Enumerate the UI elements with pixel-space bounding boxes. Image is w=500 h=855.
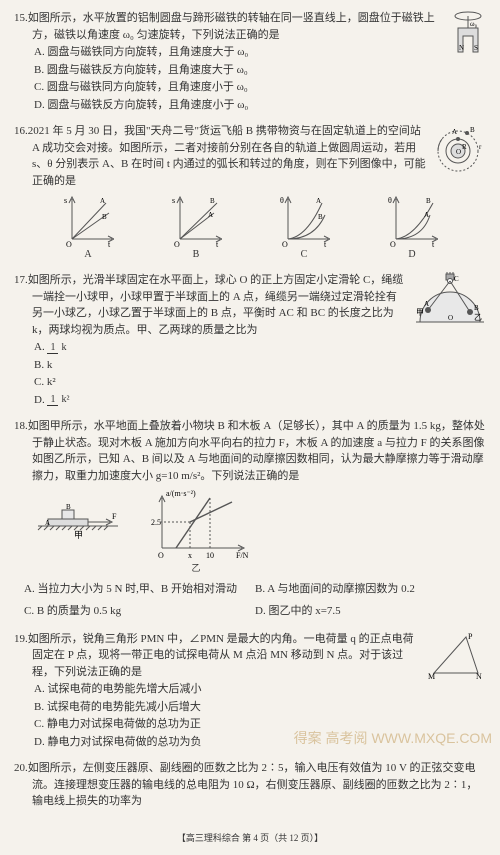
q18-option-b: B. A 与地面间的动摩擦因数为 0.2 — [255, 581, 486, 598]
svg-text:C: C — [454, 275, 459, 283]
q18-option-a: A. 当拉力大小为 5 N 时,甲、B 开始相对滑动 — [24, 581, 255, 598]
q17-num: 17. — [14, 274, 28, 286]
svg-text:O: O — [158, 551, 164, 560]
svg-text:θ: θ — [388, 196, 392, 205]
q16-text: 2021 年 5 月 30 日，我国"天舟二号"货运飞船 B 携带物资与在固定轨… — [28, 125, 426, 187]
svg-text:A: A — [316, 197, 321, 205]
watermark-stamp: 得案 高考阅 WWW.MXQE.COM — [294, 728, 492, 749]
svg-text:P: P — [468, 632, 473, 641]
q19-num: 19. — [14, 633, 28, 645]
q19-option-a: A. 试探电荷的电势能先增大后减小 — [34, 681, 486, 698]
svg-text:O: O — [174, 240, 180, 247]
svg-text:O: O — [282, 240, 288, 247]
q18-text: 如图甲所示，水平地面上叠放着小物块 B 和木板 A（足够长），其中 A 的质量为… — [28, 420, 485, 482]
q17-option-a: A. 1k — [34, 339, 486, 356]
svg-text:B: B — [470, 126, 475, 134]
svg-text:乙: 乙 — [474, 313, 482, 322]
svg-text:10: 10 — [206, 551, 214, 560]
omega-label: ω₀ — [470, 20, 478, 28]
svg-text:r: r — [479, 143, 482, 151]
question-17: O C A B 甲 乙 17.如图所示，光滑半球固定在水平面上，球心 O 的正上… — [14, 272, 486, 408]
q17-option-c: C. k² — [34, 374, 486, 391]
svg-text:x: x — [188, 551, 192, 560]
q17-text: 如图所示，光滑半球固定在水平面上，球心 O 的正上方固定小定滑轮 C，绳缆一端拴… — [28, 274, 404, 336]
svg-text:F: F — [112, 512, 117, 521]
q20-text: 如图所示，左侧变压器原、副线圈的匝数之比为 2∶5，输入电压有效值为 10 V … — [28, 762, 478, 807]
question-15: N S ω₀ 15.如图所示，水平放置的铝制圆盘与蹄形磁铁的转轴在同一竖直线上，… — [14, 10, 486, 113]
svg-text:A: A — [424, 211, 429, 219]
svg-text:A: A — [424, 300, 429, 308]
question-16: O A B R r 16.2021 年 5 月 30 日，我国"天舟二号"货运飞… — [14, 123, 486, 262]
q19-text: 如图所示，锐角三角形 PMN 中，∠PMN 是最大的内角。一电荷量 q 的正点电… — [28, 633, 414, 678]
pole-s-label: S — [474, 44, 478, 52]
q15-option-b: B. 圆盘与磁铁反方向旋转，且角速度大于 ω₀ — [34, 62, 486, 79]
q15-option-c: C. 圆盘与磁铁同方向旋转，且角速度小于 ω₀ — [34, 79, 486, 96]
svg-text:A: A — [208, 211, 213, 219]
q19-triangle-figure: P M N — [426, 631, 486, 681]
svg-text:F/N: F/N — [236, 551, 249, 560]
svg-text:A: A — [100, 197, 105, 205]
question-20: 20.如图所示，左侧变压器原、副线圈的匝数之比为 2∶5，输入电压有效值为 10… — [14, 760, 486, 810]
svg-text:O: O — [448, 314, 453, 322]
pole-n-label: N — [459, 44, 464, 52]
svg-text:B: B — [426, 197, 431, 205]
svg-text:R: R — [462, 143, 467, 151]
svg-text:O: O — [66, 240, 72, 247]
svg-text:s: s — [172, 196, 175, 205]
q19-option-b: B. 试探电荷的电势能先减小后增大 — [34, 699, 486, 716]
q16-chart-c: A B θ t O C — [278, 195, 330, 262]
svg-text:B: B — [318, 213, 323, 221]
page-footer: 【高三理科综合 第 4 页（共 12 页）】 — [14, 826, 486, 846]
q16-chart-b: A B s t O B — [170, 195, 222, 262]
svg-text:M: M — [428, 672, 435, 681]
q18-option-d: D. 图乙中的 x=7.5 — [255, 603, 486, 620]
svg-text:O: O — [390, 240, 396, 247]
q17-option-d: D. 1k² — [34, 392, 486, 409]
q15-magnet-figure: N S ω₀ — [450, 10, 486, 58]
svg-text:B: B — [102, 213, 107, 221]
svg-text:甲: 甲 — [74, 530, 83, 540]
q15-text: 如图所示，水平放置的铝制圆盘与蹄形磁铁的转轴在同一竖直线上，圆盘位于磁铁上方，磁… — [28, 12, 435, 41]
q20-num: 20. — [14, 762, 28, 774]
svg-text:θ: θ — [280, 196, 284, 205]
q16-chart-d: A B θ t O D — [386, 195, 438, 262]
svg-text:O: O — [456, 148, 461, 156]
q16-chart-a: A B s t O A — [62, 195, 114, 262]
q17-sphere-figure: O C A B 甲 乙 — [410, 272, 486, 330]
q16-charts: A B s t O A A B s t O B A B θ t O C A B — [34, 195, 466, 262]
svg-text:B: B — [210, 197, 215, 205]
q16-orbit-figure: O A B R r — [434, 123, 486, 175]
q18-num: 18. — [14, 420, 28, 432]
svg-text:N: N — [476, 672, 482, 681]
svg-text:A: A — [452, 128, 457, 136]
question-18: 18.如图甲所示，水平地面上叠放着小物块 B 和木板 A（足够长），其中 A 的… — [14, 418, 486, 621]
svg-text:B: B — [66, 503, 71, 511]
q16-num: 16. — [14, 125, 28, 137]
q15-num: 15. — [14, 12, 28, 24]
q15-option-d: D. 圆盘与磁铁反方向旋转，且角速度小于 ω₀ — [34, 97, 486, 114]
q15-option-a: A. 圆盘与磁铁同方向旋转，且角速度大于 ω₀ — [34, 44, 486, 61]
q18-option-c: C. B 的质量为 0.5 kg — [24, 603, 255, 620]
svg-text:A: A — [45, 519, 50, 527]
svg-text:a/(m·s⁻²): a/(m·s⁻²) — [166, 489, 196, 498]
svg-text:s: s — [64, 196, 67, 205]
svg-text:2.5: 2.5 — [151, 518, 161, 527]
q17-option-b: B. k — [34, 357, 486, 374]
q18-setup-figure: B A F 甲 — [34, 502, 122, 542]
q18-graph: a/(m·s⁻²) 2.5 x 10 F/N O 乙 — [142, 488, 250, 576]
svg-text:甲: 甲 — [416, 308, 424, 317]
svg-text:B: B — [474, 304, 479, 312]
